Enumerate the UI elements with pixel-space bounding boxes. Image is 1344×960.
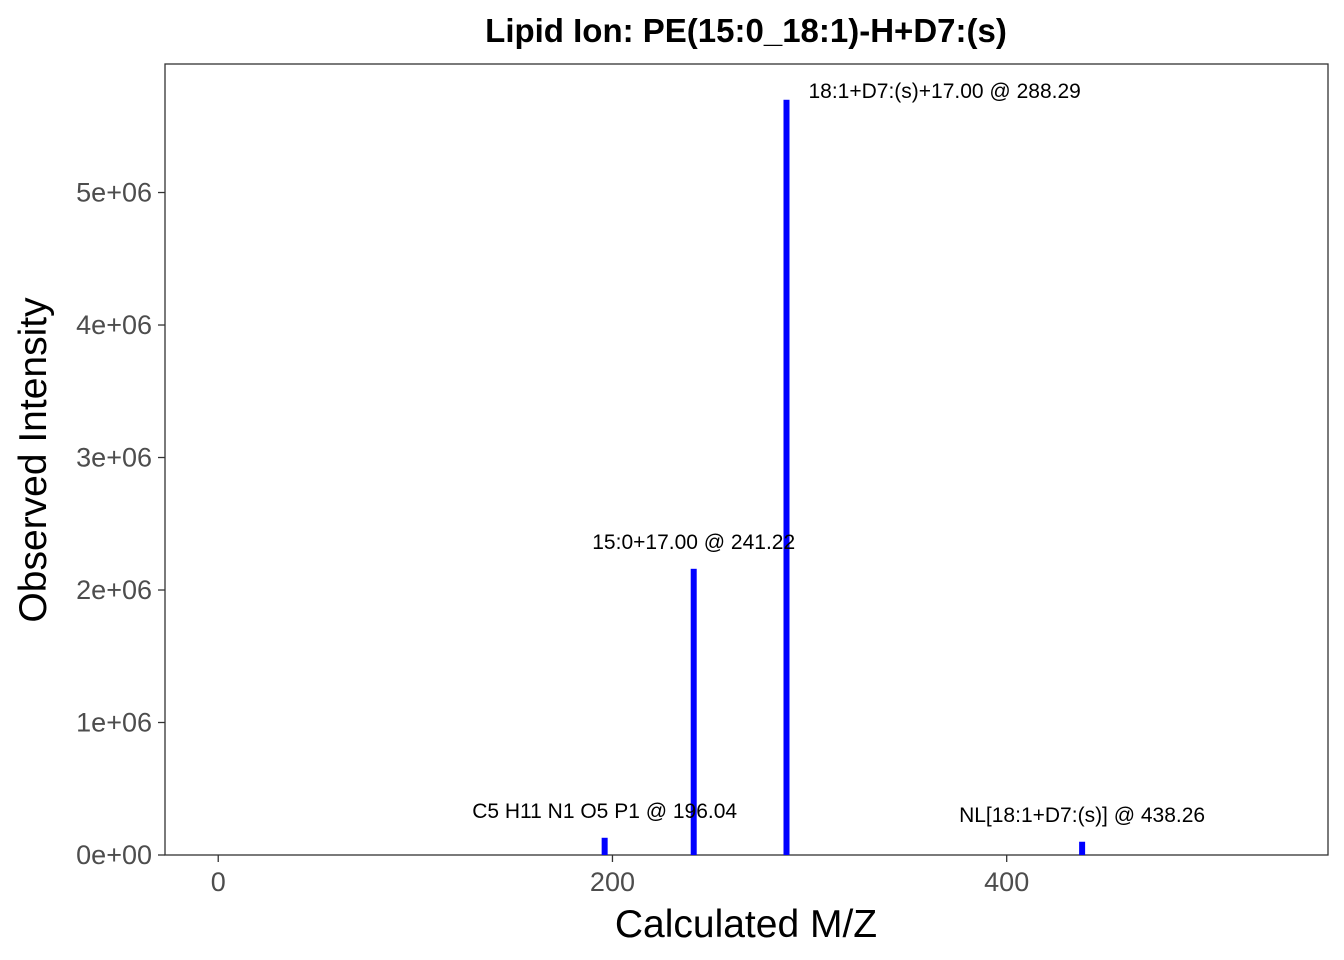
peak-bars xyxy=(601,99,1086,856)
peak-bar xyxy=(601,837,608,855)
y-tick-label: 4e+06 xyxy=(76,310,152,340)
peak-bar xyxy=(783,99,790,856)
x-axis-title: Calculated M/Z xyxy=(615,903,877,946)
x-tick-label: 200 xyxy=(590,867,635,897)
y-tick-label: 3e+06 xyxy=(76,443,152,473)
peak-bar xyxy=(1079,841,1086,855)
y-tick-label: 2e+06 xyxy=(76,575,152,605)
y-tick-label: 0e+00 xyxy=(76,840,152,870)
y-tick-label: 5e+06 xyxy=(76,178,152,208)
peak-label: NL[18:1+D7:(s)] @ 438.26 xyxy=(959,804,1205,827)
peak-labels: C5 H11 N1 O5 P1 @ 196.04 15:0+17.00 @ 241… xyxy=(472,80,1205,827)
x-tick-label: 0 xyxy=(211,867,226,897)
x-axis: 0 200 400 xyxy=(211,855,1029,897)
plot-panel xyxy=(164,63,1329,856)
y-axis: 0e+00 1e+06 2e+06 3e+06 4e+06 5e+06 xyxy=(76,178,165,870)
y-tick-label: 1e+06 xyxy=(76,708,152,738)
peak-bar xyxy=(690,568,697,855)
chart-title: Lipid Ion: PE(15:0_18:1)-H+D7:(s) xyxy=(485,12,1007,49)
x-tick-label: 400 xyxy=(984,867,1029,897)
peak-label: 18:1+D7:(s)+17.00 @ 288.29 xyxy=(808,80,1080,103)
y-axis-title: Observed Intensity xyxy=(12,297,55,623)
peak-label: 15:0+17.00 @ 241.22 xyxy=(592,531,795,554)
peak-label: C5 H11 N1 O5 P1 @ 196.04 xyxy=(472,800,737,823)
